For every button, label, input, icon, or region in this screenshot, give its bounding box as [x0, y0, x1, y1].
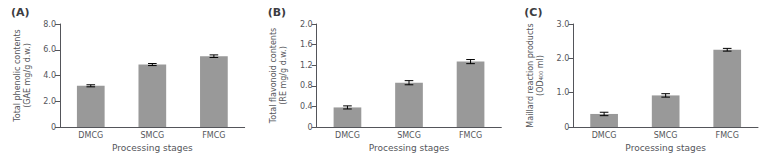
svg-text:(RE mg/g d.w.): (RE mg/g d.w.)	[279, 46, 288, 105]
svg-text:6.0: 6.0	[43, 45, 56, 54]
svg-text:Processing stages: Processing stages	[625, 143, 706, 153]
svg-text:Total flavonoid contents: Total flavonoid contents	[269, 28, 278, 124]
svg-text:1.0: 1.0	[557, 88, 570, 97]
svg-text:SMCG: SMCG	[397, 131, 421, 140]
svg-text:8.0: 8.0	[43, 20, 56, 29]
svg-text:4.0: 4.0	[43, 71, 56, 80]
svg-text:Total phenolic contents: Total phenolic contents	[13, 29, 22, 122]
svg-text:2.0: 2.0	[43, 97, 56, 106]
svg-text:SMCG: SMCG	[140, 131, 164, 140]
svg-text:0: 0	[51, 123, 56, 132]
svg-text:2.0: 2.0	[300, 20, 313, 29]
svg-text:2.0: 2.0	[557, 54, 570, 63]
svg-text:1.2: 1.2	[300, 61, 313, 70]
svg-text:(B): (B)	[268, 6, 286, 19]
svg-text:3.0: 3.0	[557, 20, 570, 29]
svg-text:Processing stages: Processing stages	[369, 143, 450, 153]
svg-text:DMCG: DMCG	[592, 131, 617, 140]
svg-text:0: 0	[564, 123, 569, 132]
svg-text:0.8: 0.8	[300, 81, 313, 90]
svg-text:FMCG: FMCG	[202, 131, 225, 140]
svg-text:0.4: 0.4	[300, 102, 313, 111]
svg-text:0: 0	[308, 123, 313, 132]
svg-text:Maillard reaction products: Maillard reaction products	[526, 23, 535, 127]
svg-text:(A): (A)	[11, 6, 30, 19]
svg-text:(GAE mg/g d.w.): (GAE mg/g d.w.)	[23, 43, 32, 108]
svg-text:DMCG: DMCG	[78, 131, 103, 140]
svg-text:FMCG: FMCG	[716, 131, 739, 140]
svg-text:(C): (C)	[524, 6, 542, 19]
svg-text:(OD₄₀₀ ml): (OD₄₀₀ ml)	[536, 55, 545, 96]
svg-text:DMCG: DMCG	[335, 131, 360, 140]
svg-text:SMCG: SMCG	[654, 131, 678, 140]
svg-text:FMCG: FMCG	[459, 131, 482, 140]
svg-text:Processing stages: Processing stages	[112, 143, 193, 153]
svg-text:1.6: 1.6	[300, 40, 313, 49]
